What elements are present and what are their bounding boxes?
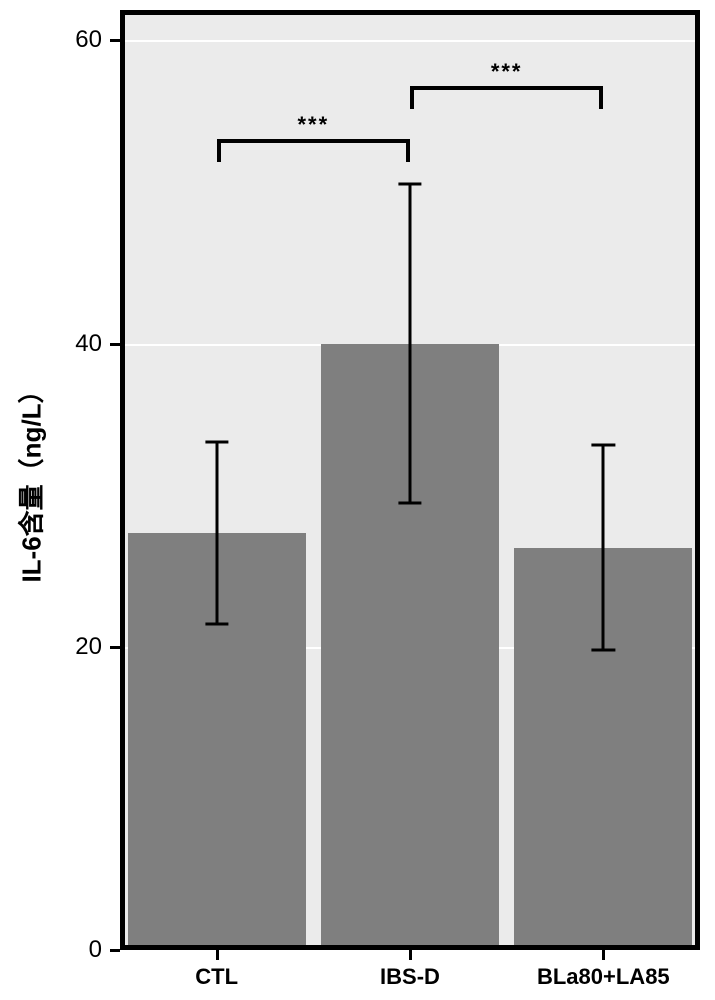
significance-stars: *** xyxy=(491,59,523,85)
xtick-label: BLa80+LA85 xyxy=(537,964,670,990)
figure: *** *** 0 20 40 60 CTL IBS-D BLa80+LA85 IL-6含量… xyxy=(0,0,715,1000)
ytick-mark xyxy=(110,949,120,952)
significance-bracket xyxy=(217,139,410,143)
ytick-mark xyxy=(110,646,120,649)
xtick-label: CTL xyxy=(195,964,238,990)
xtick-mark xyxy=(216,950,219,960)
significance-layer: *** *** xyxy=(120,10,700,950)
significance-bracket xyxy=(410,86,603,90)
ytick-label: 20 xyxy=(0,633,102,661)
ytick-label: 60 xyxy=(0,26,102,54)
y-axis-label: IL-6含量（ng/L） xyxy=(12,377,49,582)
ytick-mark xyxy=(110,39,120,42)
plot-area: *** *** xyxy=(120,10,700,950)
significance-bracket xyxy=(410,86,414,109)
ytick-mark xyxy=(110,343,120,346)
xtick-mark xyxy=(602,950,605,960)
significance-bracket xyxy=(217,139,221,162)
ytick-label: 0 xyxy=(0,936,102,964)
significance-stars: *** xyxy=(297,112,329,138)
xtick-mark xyxy=(409,950,412,960)
significance-bracket xyxy=(599,86,603,109)
xtick-label: IBS-D xyxy=(380,964,440,990)
ytick-label: 40 xyxy=(0,330,102,358)
significance-bracket xyxy=(406,139,410,162)
